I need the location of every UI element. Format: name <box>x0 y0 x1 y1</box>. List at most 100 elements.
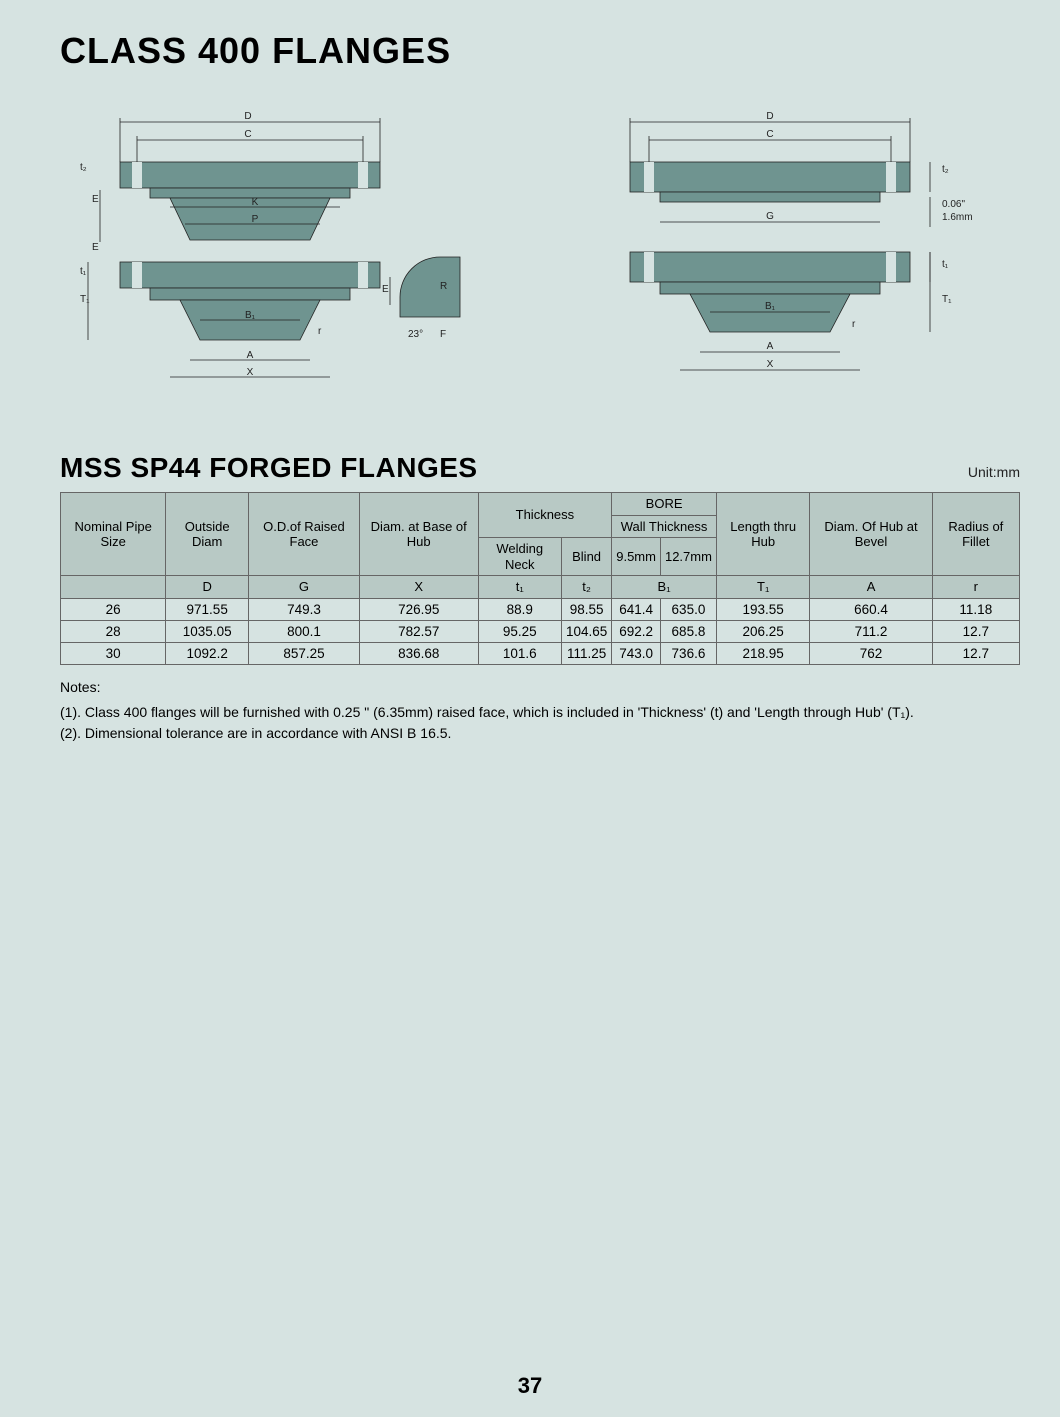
dim-G: G <box>766 211 774 222</box>
table-body: 26971.55749.3726.9588.998.55641.4635.019… <box>61 598 1020 664</box>
dim-B1-r: B₁ <box>765 301 776 312</box>
dim-E2: E <box>92 242 99 253</box>
subtitle: MSS SP44 FORGED FLANGES <box>60 452 478 484</box>
dim-t2-r: t₂ <box>942 164 949 175</box>
table-cell: 104.65 <box>561 620 611 642</box>
sym-cell: t₂ <box>561 576 611 599</box>
th-od-raised: O.D.of Raised Face <box>249 493 360 576</box>
dim-E1: E <box>92 194 99 205</box>
dim-angle: 23° <box>408 329 423 340</box>
th-diam-bevel: Diam. Of Hub at Bevel <box>810 493 932 576</box>
table-cell: 88.9 <box>478 598 561 620</box>
table-row: 301092.2857.25836.68101.6111.25743.0736.… <box>61 642 1020 664</box>
sym-cell: A <box>810 576 932 599</box>
dim-C-r: C <box>766 129 773 140</box>
table-cell: 206.25 <box>716 620 809 642</box>
dim-T1-left: T₁ <box>80 294 90 305</box>
table-cell: 111.25 <box>561 642 611 664</box>
dim-K: K <box>252 197 259 208</box>
notes-title: Notes: <box>60 677 1020 698</box>
sym-cell: t₁ <box>478 576 561 599</box>
th-thickness: Thickness <box>478 493 612 538</box>
table-cell: 749.3 <box>249 598 360 620</box>
page-number: 37 <box>518 1373 542 1399</box>
dim-t2-left: t₂ <box>80 162 87 173</box>
dim-X: X <box>247 367 254 378</box>
table-cell: 800.1 <box>249 620 360 642</box>
table-cell: 743.0 <box>612 642 661 664</box>
sym-cell: X <box>359 576 478 599</box>
th-radius-fillet: Radius of Fillet <box>932 493 1019 576</box>
sym-cell: T₁ <box>716 576 809 599</box>
table-cell: 641.4 <box>612 598 661 620</box>
table-cell: 762 <box>810 642 932 664</box>
table-cell: 692.2 <box>612 620 661 642</box>
diagram-row: D C K P B₁ A X E E t₂ <box>60 102 1020 402</box>
th-diam-base: Diam. at Base of Hub <box>359 493 478 576</box>
dim-A-r: A <box>767 341 774 352</box>
table-row: 281035.05800.1782.5795.25104.65692.2685.… <box>61 620 1020 642</box>
sym-cell: r <box>932 576 1019 599</box>
dim-R: R <box>440 281 447 292</box>
th-w95: 9.5mm <box>612 538 661 576</box>
dim-r-r: r <box>852 319 856 330</box>
th-outside: Outside Diam <box>166 493 249 576</box>
dim-C: C <box>244 129 251 140</box>
dim-D: D <box>244 111 251 122</box>
unit-label: Unit:mm <box>968 464 1020 480</box>
table-cell: 1092.2 <box>166 642 249 664</box>
dim-T1-r: T₁ <box>942 294 952 305</box>
diagram-right: D C G B₁ A X t₂ 0.06" 1.6mm t₁ T₁ <box>590 102 1020 402</box>
table-cell: 11.18 <box>932 598 1019 620</box>
dim-P: P <box>252 214 259 225</box>
table-cell: 12.7 <box>932 642 1019 664</box>
table-cell: 836.68 <box>359 642 478 664</box>
table-cell: 30 <box>61 642 166 664</box>
table-cell: 782.57 <box>359 620 478 642</box>
sym-cell: D <box>166 576 249 599</box>
th-blind: Blind <box>561 538 611 576</box>
table-cell: 736.6 <box>660 642 716 664</box>
dim-t1-left: t₁ <box>80 266 87 277</box>
table-cell: 1035.05 <box>166 620 249 642</box>
table-cell: 635.0 <box>660 598 716 620</box>
dim-X-r: X <box>767 359 774 370</box>
table-cell: 971.55 <box>166 598 249 620</box>
flange-table: Nominal Pipe Size Outside Diam O.D.of Ra… <box>60 492 1020 665</box>
table-cell: 857.25 <box>249 642 360 664</box>
th-welding-neck: Welding Neck <box>478 538 561 576</box>
table-cell: 726.95 <box>359 598 478 620</box>
table-row: 26971.55749.3726.9588.998.55641.4635.019… <box>61 598 1020 620</box>
table-cell: 12.7 <box>932 620 1019 642</box>
th-w127: 12.7mm <box>660 538 716 576</box>
table-cell: 660.4 <box>810 598 932 620</box>
table-cell: 26 <box>61 598 166 620</box>
dim-A: A <box>247 350 254 361</box>
table-cell: 218.95 <box>716 642 809 664</box>
page-title: CLASS 400 FLANGES <box>60 30 1020 72</box>
dim-inset-dim: 0.06" <box>942 199 965 210</box>
sym-cell: G <box>249 576 360 599</box>
diagram-left: D C K P B₁ A X E E t₂ <box>60 102 490 402</box>
table-cell: 95.25 <box>478 620 561 642</box>
dim-D-r: D <box>766 111 773 122</box>
dim-t1-r: t₁ <box>942 259 949 270</box>
th-wall-thickness: Wall Thickness <box>612 515 717 538</box>
th-nominal: Nominal Pipe Size <box>61 493 166 576</box>
sym-cell: B₁ <box>612 576 717 599</box>
sym-cell <box>61 576 166 599</box>
dim-r-left: r <box>318 326 322 337</box>
dim-B1: B₁ <box>245 310 256 321</box>
symbol-row: DGXt₁t₂B₁T₁Ar <box>61 576 1020 599</box>
dim-F: F <box>440 329 446 340</box>
table-cell: 685.8 <box>660 620 716 642</box>
th-length-hub: Length thru Hub <box>716 493 809 576</box>
notes-section: Notes: (1). Class 400 flanges will be fu… <box>60 677 1020 744</box>
note-2: (2). Dimensional tolerance are in accord… <box>60 723 1020 744</box>
dim-E-detail: E <box>382 284 389 295</box>
table-cell: 711.2 <box>810 620 932 642</box>
table-cell: 98.55 <box>561 598 611 620</box>
th-bore: BORE <box>612 493 717 516</box>
table-cell: 101.6 <box>478 642 561 664</box>
table-cell: 28 <box>61 620 166 642</box>
